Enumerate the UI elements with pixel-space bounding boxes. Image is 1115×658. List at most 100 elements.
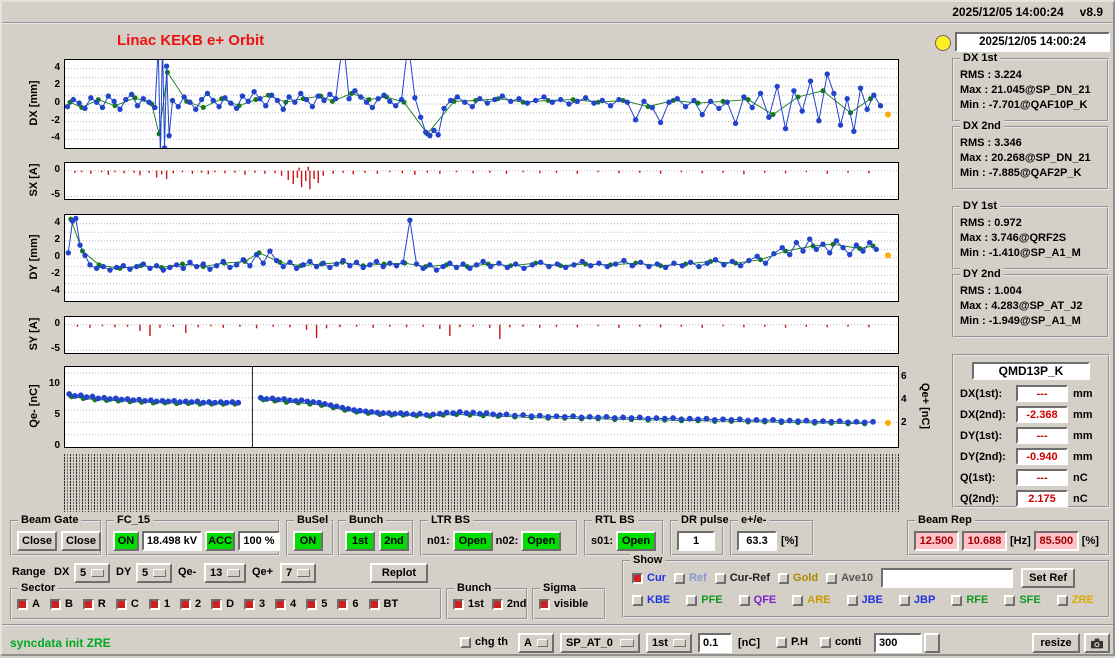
show-are-checkbox[interactable]: ARE: [792, 594, 831, 606]
monitor-row-value: 2.175: [1016, 490, 1068, 507]
bunch-1st-button[interactable]: 1st: [345, 531, 375, 551]
beam-gate-close-button-1[interactable]: Close: [17, 531, 57, 551]
bunch-select[interactable]: 1st: [646, 633, 692, 653]
e-ratio-field[interactable]: 63.3: [737, 531, 777, 551]
rms-label: RMS :: [960, 69, 992, 81]
conti-checkbox[interactable]: conti: [820, 636, 861, 648]
show-rfe-checkbox[interactable]: RFE: [951, 594, 988, 606]
checkbox-indicator: [275, 598, 287, 610]
qe-plot: Qe- [nC] Qe+ [nC] 10 5 0 6 4 2: [28, 366, 931, 451]
stats-dx-2nd-title: DX 2nd: [960, 120, 1004, 133]
show-cur-ref-checkbox[interactable]: Cur-Ref: [714, 572, 770, 584]
show-pfe-checkbox[interactable]: PFE: [686, 594, 723, 606]
show-gold-checkbox[interactable]: Gold: [778, 572, 818, 584]
e-ratio-title: e+/e-: [738, 514, 770, 527]
show-cur-checkbox[interactable]: Cur: [632, 572, 666, 584]
ltr-n01-open-button[interactable]: Open: [452, 531, 493, 551]
fc15-duty-field[interactable]: 100 %: [238, 531, 280, 551]
show-sfe-checkbox[interactable]: SFE: [1004, 594, 1041, 606]
stats-dx-1st-title: DX 1st: [960, 52, 1001, 65]
bunch-1st-checkbox[interactable]: 1st: [453, 598, 484, 610]
status-lamp: [935, 35, 951, 51]
checkbox-indicator: [778, 572, 790, 584]
range-dy-select[interactable]: 5: [136, 563, 172, 583]
sector-checkbox-4[interactable]: 4: [275, 598, 296, 610]
sector-checkbox-b[interactable]: B: [49, 598, 73, 610]
max-value: 20.268@SP_DN_21: [991, 152, 1091, 164]
rtl-s01-open-button[interactable]: Open: [616, 531, 657, 551]
rms-value: 3.346: [994, 137, 1022, 149]
show-jbe-checkbox[interactable]: JBE: [846, 594, 883, 606]
sigma-group: Sigma visible: [532, 582, 606, 620]
min-label: Min :: [960, 167, 986, 179]
sector-checkbox-5[interactable]: 5: [306, 598, 327, 610]
camera-icon: [1091, 638, 1103, 648]
bunch-2nd-checkbox[interactable]: 2nd: [491, 598, 526, 610]
option-menu-indicator: [672, 639, 686, 647]
beam-gate-close-button-2[interactable]: Close: [61, 531, 101, 551]
checkbox-indicator: [453, 598, 464, 610]
sector-group: Sector A B R C 1 2 D 3 4 5 6 BT: [10, 582, 442, 620]
device-select[interactable]: SP_AT_0: [560, 633, 640, 653]
sector-checkbox-1[interactable]: 1: [148, 598, 170, 610]
show-ref-checkbox[interactable]: Ref: [673, 572, 707, 584]
sigma-visible-checkbox[interactable]: visible: [539, 598, 588, 610]
interval-spinner[interactable]: [924, 633, 940, 653]
max-label: Max :: [960, 84, 989, 96]
threshold-unit: [nC]: [738, 637, 760, 649]
interval-input[interactable]: [874, 633, 922, 653]
show-jbp-checkbox[interactable]: JBP: [898, 594, 935, 606]
fc15-voltage-field[interactable]: 18.498 kV: [142, 531, 202, 551]
titlebar-datetime: 2025/12/05 14:00:24: [952, 5, 1064, 19]
sector-checkbox-c[interactable]: C: [115, 598, 139, 610]
range-row: Range DX 5 DY 5 Qe- 13 Qe+ 7 Replot: [2, 562, 622, 586]
ref-name-input[interactable]: [881, 568, 1014, 588]
sector-checkbox-d[interactable]: D: [211, 598, 234, 610]
sector-checkbox-6[interactable]: 6: [337, 598, 359, 610]
beam-gate-title: Beam Gate: [18, 514, 82, 527]
sector-checkbox-a[interactable]: A: [17, 598, 40, 610]
busel-on-button[interactable]: ON: [293, 531, 323, 551]
rms-value: 0.972: [994, 217, 1022, 229]
monitor-row: DX(1st): --- mm: [954, 383, 1108, 404]
checkbox-indicator: [738, 594, 750, 606]
sigma-title: Sigma: [540, 582, 580, 595]
ph-checkbox[interactable]: P.H: [776, 636, 808, 648]
monitor-row-value: ---: [1016, 385, 1068, 402]
fc15-acc-button[interactable]: ACC: [205, 531, 235, 551]
monitor-row-label: DY(2nd):: [960, 450, 1006, 463]
show-kbe-checkbox[interactable]: KBE: [632, 594, 670, 606]
bunch-2nd-button[interactable]: 2nd: [379, 531, 409, 551]
range-qep-select[interactable]: 7: [280, 563, 316, 583]
resize-button[interactable]: resize: [1032, 633, 1080, 653]
titlebar: 2025/12/05 14:00:24 v8.9: [2, 2, 1113, 24]
monitor-row-unit: mm: [1073, 408, 1093, 421]
fc15-on-button[interactable]: ON: [113, 531, 139, 551]
sector-checkbox-bt[interactable]: BT: [368, 598, 398, 610]
stats-dy-1st: DY 1st RMS : 0.972 Max : 3.746@QRF2S Min…: [952, 200, 1109, 270]
option-menu-indicator: [227, 569, 240, 577]
range-qem-label: Qe-: [178, 566, 197, 578]
monitor-row-label: Q(1st):: [960, 471, 996, 484]
monitor-name-field[interactable]: QMD13P_K: [972, 362, 1090, 380]
monitor-row: DY(2nd): -0.940 mm: [954, 446, 1108, 467]
range-qem-select[interactable]: 13: [204, 563, 246, 583]
replot-button[interactable]: Replot: [370, 563, 428, 583]
mode-select[interactable]: A: [518, 633, 554, 653]
sector-checkb ox-3[interactable]: 3: [244, 598, 265, 610]
snapshot-button[interactable]: [1084, 633, 1110, 653]
chg-th-checkbox[interactable]: chg th: [460, 636, 508, 648]
range-dx-select[interactable]: 5: [74, 563, 110, 583]
show-qfe-checkbox[interactable]: QFE: [738, 594, 776, 606]
checkbox-indicator: [306, 598, 318, 610]
threshold-input[interactable]: [698, 633, 732, 653]
set-ref-button[interactable]: Set Ref: [1021, 568, 1076, 588]
sector-checkbox-r[interactable]: R: [82, 598, 106, 610]
show-zre-checkbox[interactable]: ZRE: [1056, 594, 1094, 606]
max-value: 4.283@SP_AT_J2: [991, 300, 1083, 312]
min-label: Min :: [960, 315, 986, 327]
dr-pulse-field[interactable]: 1: [677, 531, 715, 551]
sector-checkbox-2[interactable]: 2: [179, 598, 201, 610]
show-ave10-checkbox[interactable]: Ave10: [826, 572, 873, 584]
ltr-n02-open-button[interactable]: Open: [521, 531, 562, 551]
